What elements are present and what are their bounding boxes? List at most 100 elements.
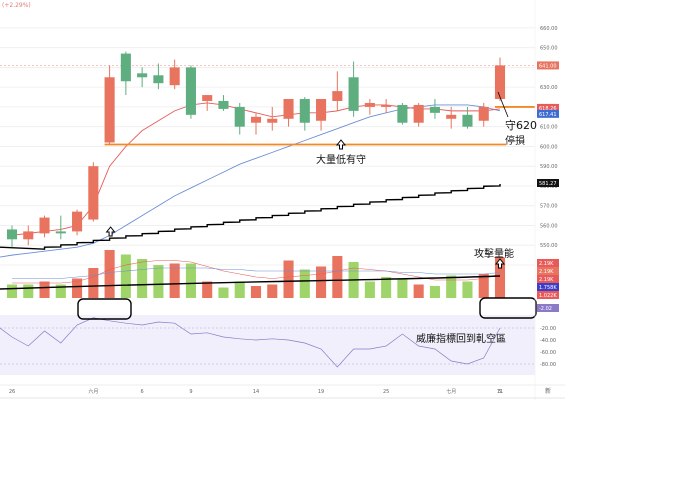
volume-bar — [397, 278, 408, 298]
candle-body — [137, 73, 148, 78]
candle-body — [6, 229, 18, 240]
arrow-up-volume — [105, 226, 116, 237]
x-tick-label: 25 — [383, 389, 389, 395]
volume-bar — [202, 281, 213, 298]
ma-long-line — [0, 104, 501, 258]
volume-ma-blue — [12, 267, 501, 279]
change-percent: (+2.29%) — [2, 2, 31, 9]
price-tick-label: 610.00 — [540, 125, 558, 131]
badge-vol-0: 2.19K — [539, 261, 554, 267]
annotation-big-volume-hold: 大量低有守 — [316, 155, 366, 166]
step-line — [0, 183, 501, 250]
badge-vol-3: 1.758K — [539, 285, 557, 291]
volume-bar — [120, 254, 131, 298]
candle-body — [332, 91, 343, 101]
candle-body — [348, 77, 359, 111]
volume-bar — [316, 266, 327, 298]
price-tick-label: 600.00 — [540, 144, 558, 150]
annotation-williams-return: 威廉指標回到軋空區 — [416, 334, 506, 345]
x-tick-label: 19 — [318, 389, 324, 395]
badge-vol-1-bg — [537, 267, 559, 275]
badge-step-bg — [537, 178, 559, 187]
x-tick-label: 6 — [141, 389, 144, 395]
volume-bar — [381, 277, 392, 298]
candle-body — [23, 231, 34, 240]
candle-body — [153, 75, 164, 84]
x-tick-label: 9 — [189, 389, 192, 395]
volume-bar — [153, 265, 164, 298]
price-tick-label: 630.00 — [540, 85, 558, 91]
annotation-stop-loss: 停損 — [505, 136, 525, 147]
candle-body — [120, 53, 131, 82]
candle-body — [234, 106, 245, 127]
volume-bar — [413, 284, 424, 298]
leader-line-620 — [497, 91, 509, 118]
volume-bar — [23, 284, 34, 298]
candle-body — [478, 106, 489, 121]
badge-williams-bg — [537, 304, 559, 312]
candle-body — [462, 114, 473, 127]
volume-bar — [137, 259, 148, 298]
badge-vol-2-bg — [537, 275, 559, 283]
candle-body — [218, 100, 229, 109]
volume-bar — [332, 256, 343, 298]
volume-ma-red — [12, 260, 501, 284]
price-tick-label: 550.00 — [540, 243, 558, 249]
volume-bar — [72, 278, 83, 298]
volume-bar — [462, 281, 473, 298]
badge-last-price: 641.00 — [539, 63, 557, 69]
badge-step: 581.27 — [539, 181, 557, 187]
volume-bar — [169, 263, 180, 298]
highlight-box-july — [479, 297, 537, 319]
volume-bar — [88, 268, 99, 298]
x-tick-label: 5 — [498, 389, 501, 395]
candle-body — [381, 104, 392, 107]
badge-ma-long-bg — [537, 109, 559, 118]
volume-bar — [250, 286, 262, 298]
price-tick-label: 650.00 — [540, 46, 558, 52]
volume-bar — [218, 287, 229, 298]
candle-body — [397, 104, 408, 123]
badge-vol-0-bg — [537, 259, 559, 267]
annotation-hold-620: 守620 — [505, 119, 537, 132]
volume-bar — [429, 286, 440, 298]
candle-body — [494, 65, 506, 100]
candle-body — [364, 102, 375, 107]
candle-body — [185, 67, 196, 115]
williams-tick-label: -60.00 — [540, 350, 556, 356]
volume-bar — [494, 257, 506, 298]
badge-vol-4-bg — [537, 291, 559, 299]
candle-body — [299, 99, 310, 123]
badge-vol-2: 2.19K — [539, 277, 554, 283]
arrow-up-attack — [494, 258, 506, 269]
williams-panel-bg — [0, 315, 535, 375]
williams-r-line — [0, 317, 501, 368]
volume-bar — [185, 263, 196, 298]
price-tick-label: 660.00 — [540, 26, 558, 32]
arrow-up-support — [335, 139, 347, 150]
candle-body — [250, 116, 262, 123]
volume-trend-line — [0, 275, 501, 290]
candle-body — [267, 118, 278, 123]
candle-body — [429, 106, 440, 113]
badge-ma-long: 617.41 — [539, 112, 557, 118]
x-tick-label: 26 — [9, 389, 15, 395]
candle-body — [413, 104, 424, 123]
x-tick-label: 11 — [497, 389, 503, 395]
candle-body — [283, 99, 294, 119]
annotation-attack-volume: 攻擊量能 — [474, 249, 514, 260]
x-tick-label: 14 — [253, 389, 259, 395]
williams-tick-label: -40.00 — [540, 338, 556, 344]
price-tick-label: 560.00 — [540, 223, 558, 229]
badge-ma-short: 618.26 — [539, 106, 557, 112]
volume-bar — [234, 281, 245, 298]
price-tick-label: 570.00 — [540, 204, 558, 210]
volume-bar — [104, 250, 115, 298]
volume-bar — [39, 281, 50, 298]
badge-vol-1: 2.19K — [539, 269, 554, 275]
volume-bar — [6, 284, 18, 298]
badge-vol-3-bg — [537, 283, 559, 291]
badge-williams: -2.02 — [539, 306, 552, 312]
candle-body — [88, 166, 99, 220]
